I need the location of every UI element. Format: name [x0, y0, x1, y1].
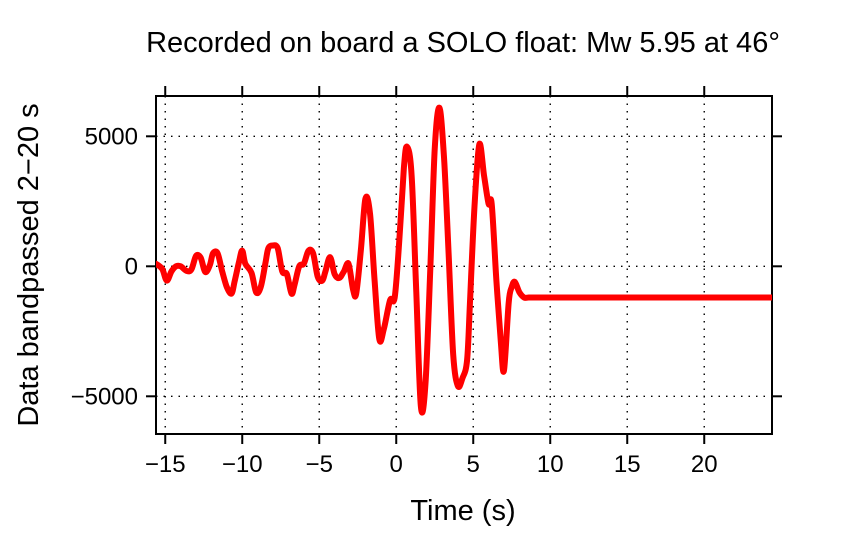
x-tick-label: −15	[145, 451, 186, 478]
x-tick-label: 20	[691, 451, 718, 478]
y-tick-label: 0	[125, 253, 138, 280]
y-tick-label: 5000	[85, 123, 138, 150]
series-line	[156, 104, 772, 416]
x-tick-label: 15	[614, 451, 641, 478]
axis-ticks	[146, 86, 782, 444]
x-tick-label: 5	[467, 451, 480, 478]
series-group	[156, 104, 772, 416]
x-tick-label: 10	[537, 451, 564, 478]
grid-lines	[156, 96, 772, 434]
x-tick-label: 0	[390, 451, 403, 478]
y-axis-label: Data bandpassed 2−20 s	[13, 103, 45, 426]
x-tick-label: −10	[222, 451, 263, 478]
y-tick-label: −5000	[71, 383, 138, 410]
x-tick-labels: −15 −10 −5 0 5 10 15 20	[145, 451, 718, 478]
chart-title: Recorded on board a SOLO float: Mw 5.95 …	[146, 27, 780, 59]
y-tick-labels: 5000 0 −5000	[71, 123, 138, 410]
x-axis-label: Time (s)	[410, 495, 515, 527]
x-tick-label: −5	[306, 451, 333, 478]
